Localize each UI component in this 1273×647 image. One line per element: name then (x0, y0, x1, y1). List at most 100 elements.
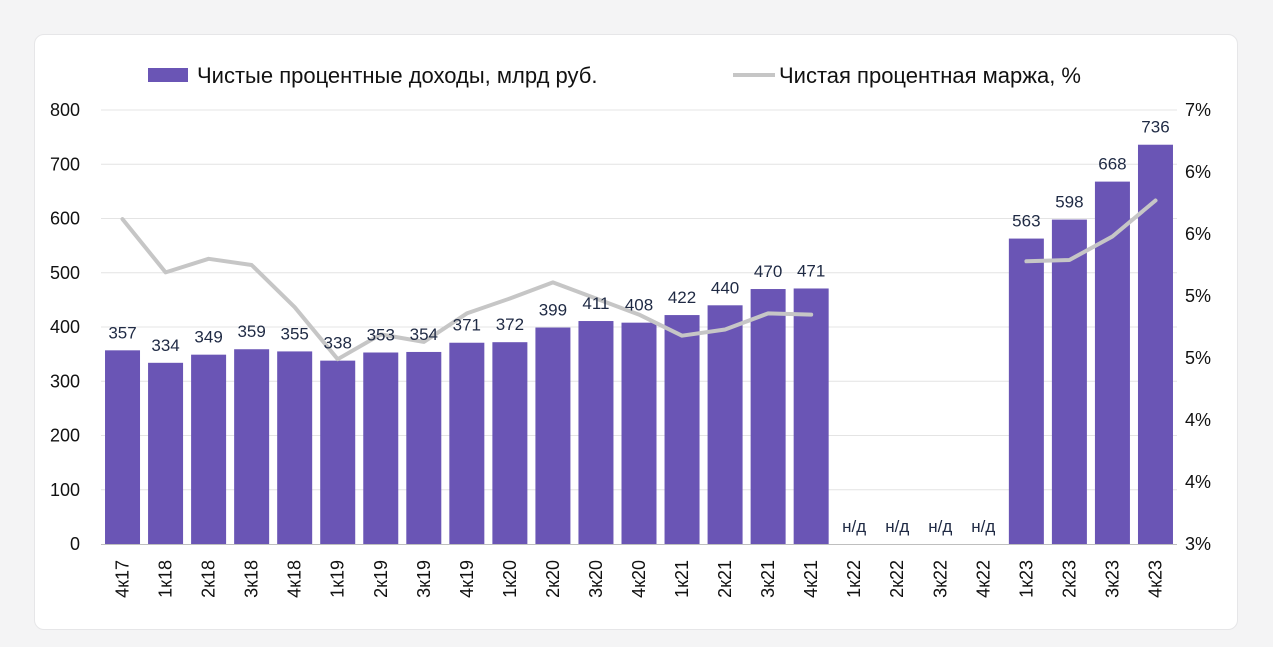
right-tick-label: 6% (1185, 224, 1211, 244)
bar (1008, 238, 1044, 544)
bar-value-label: 357 (108, 323, 136, 342)
bar-value-label: 736 (1141, 118, 1169, 137)
x-category-label: 2к19 (371, 560, 391, 598)
bar-labels: 357 334 349 359 355 338 353 354 371 372 399 411 408 4… (108, 118, 1169, 536)
bar (320, 360, 356, 544)
bar-value-label: 422 (668, 288, 696, 307)
bar-value-label: 354 (410, 325, 438, 344)
no-data-label: н/д (971, 517, 995, 536)
bar (1137, 144, 1173, 544)
x-category-label: 3к21 (758, 560, 778, 598)
x-category-label: 1к22 (844, 560, 864, 598)
x-category-label: 4к21 (801, 560, 821, 598)
x-category-label: 2к22 (887, 560, 907, 598)
left-tick-label: 300 (50, 371, 80, 391)
left-tick-label: 500 (50, 263, 80, 283)
x-category-label: 1к20 (500, 560, 520, 598)
bar (664, 315, 700, 544)
right-tick-label: 5% (1185, 348, 1211, 368)
legend-bar-swatch (148, 68, 188, 82)
bar-value-label: 353 (367, 325, 395, 344)
x-category-label: 3к18 (242, 560, 262, 598)
x-category-label: 2к18 (199, 560, 219, 598)
bar-value-label: 411 (582, 294, 609, 313)
bar-value-label: 668 (1098, 155, 1126, 174)
bar (191, 354, 227, 544)
bar (105, 350, 141, 544)
margin-line-segment (1024, 198, 1158, 264)
right-tick-label: 4% (1185, 410, 1211, 430)
legend: Чистые процентные доходы, млрд руб. Чист… (148, 63, 1081, 88)
right-axis: 3% 4% 4% 5% 5% 6% 6% 7% (1185, 100, 1211, 554)
bar (363, 352, 399, 544)
bar-value-label: 440 (711, 278, 739, 297)
bar-value-label: 372 (496, 315, 524, 334)
bar (793, 288, 829, 544)
x-category-label: 4к17 (113, 560, 133, 598)
left-tick-label: 400 (50, 317, 80, 337)
left-tick-label: 600 (50, 209, 80, 229)
x-category-label: 1к21 (672, 560, 692, 598)
x-category-label: 1к18 (156, 560, 176, 598)
x-category-label: 4к19 (457, 560, 477, 598)
x-category-label: 1к23 (1016, 560, 1036, 598)
bar-value-label: 598 (1055, 193, 1083, 212)
bar-value-label: 355 (280, 324, 308, 343)
right-tick-label: 4% (1185, 472, 1211, 492)
right-tick-label: 3% (1185, 534, 1211, 554)
left-tick-label: 700 (50, 154, 80, 174)
bar-value-label: 349 (194, 328, 222, 347)
x-category-label: 2к20 (543, 560, 563, 598)
bar-value-label: 338 (324, 334, 352, 353)
bar-value-label: 563 (1012, 212, 1040, 231)
x-axis: 4к17 1к18 2к18 3к18 4к18 1к19 2к19 3к19 4к19 1к20… (101, 544, 1177, 598)
x-category-label: 4к22 (973, 560, 993, 598)
x-category-label: 3к20 (586, 560, 606, 598)
bar-value-label: 470 (754, 262, 782, 281)
left-tick-label: 200 (50, 426, 80, 446)
left-axis: 0 100 200 300 400 500 600 700 800 (50, 100, 80, 554)
bar (535, 327, 571, 544)
bar (707, 305, 743, 544)
chart-card: Чистые процентные доходы, млрд руб. Чист… (34, 34, 1238, 630)
left-tick-label: 100 (50, 480, 80, 500)
left-tick-label: 0 (70, 534, 80, 554)
x-category-label: 2к23 (1059, 560, 1079, 598)
bar-value-label: 399 (539, 301, 567, 320)
legend-bar-label: Чистые процентные доходы, млрд руб. (197, 63, 598, 88)
bar-value-label: 359 (237, 322, 265, 341)
x-category-label: 3к19 (414, 560, 434, 598)
right-tick-label: 5% (1185, 286, 1211, 306)
bar (492, 342, 528, 544)
bar (578, 321, 614, 544)
right-tick-label: 6% (1185, 162, 1211, 182)
margin-line-segment (120, 217, 814, 362)
bars (105, 144, 1173, 545)
x-category-label: 2к21 (715, 560, 735, 598)
x-category-label: 4к23 (1145, 560, 1165, 598)
bar (277, 351, 313, 544)
bar (449, 342, 485, 544)
x-category-label: 3к23 (1102, 560, 1122, 598)
right-tick-label: 7% (1185, 100, 1211, 120)
bar-value-label: 371 (453, 316, 481, 335)
x-category-label: 1к19 (328, 560, 348, 598)
x-category-label: 3к22 (930, 560, 950, 598)
net-interest-chart: Чистые процентные доходы, млрд руб. Чист… (50, 63, 1211, 598)
bar-value-label: 471 (797, 261, 825, 280)
no-data-label: н/д (842, 517, 866, 536)
bar (750, 289, 786, 544)
bar (148, 362, 184, 544)
bar (621, 322, 657, 544)
x-category-label: 4к18 (285, 560, 305, 598)
no-data-label: н/д (928, 517, 952, 536)
bar (234, 349, 270, 544)
no-data-label: н/д (885, 517, 909, 536)
left-tick-label: 800 (50, 100, 80, 120)
bar-value-label: 334 (151, 336, 179, 355)
bar (406, 351, 442, 544)
bar-value-label: 408 (625, 296, 653, 315)
bar (1051, 219, 1087, 544)
x-category-label: 4к20 (629, 560, 649, 598)
margin-line (120, 198, 1158, 362)
